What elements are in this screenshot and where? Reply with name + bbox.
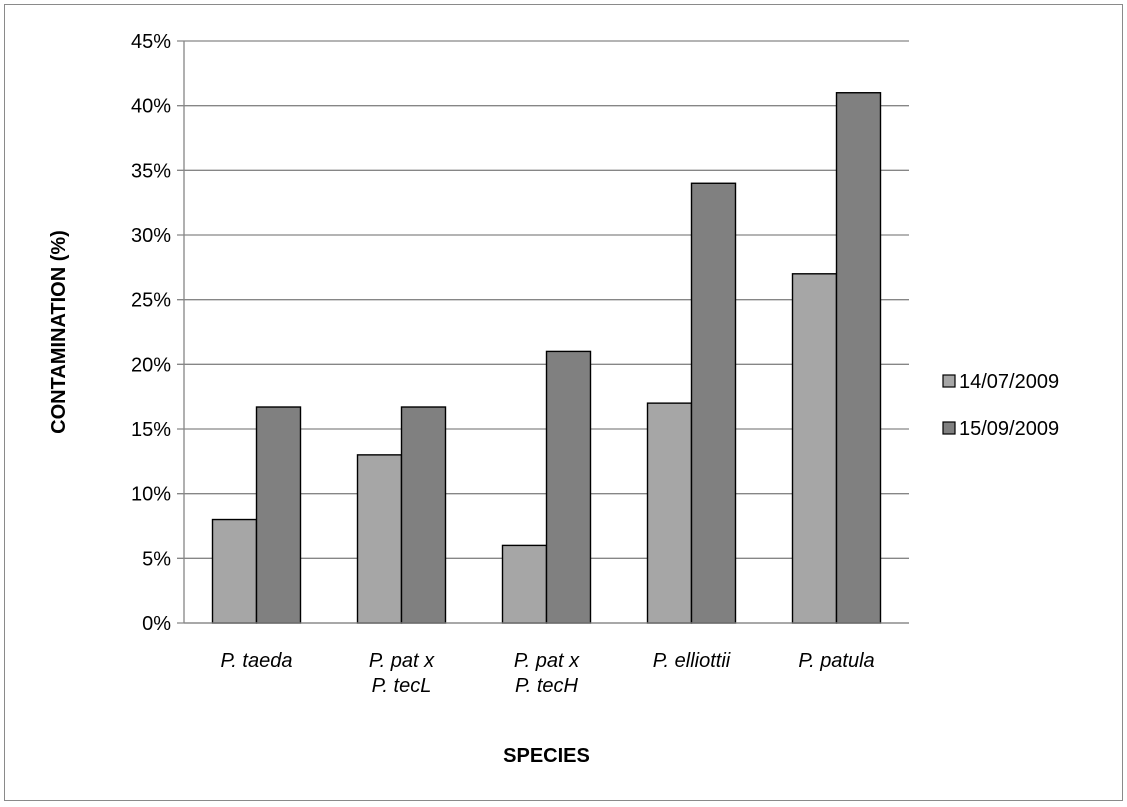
bar: [835, 92, 882, 624]
y-tick-label: 10%: [131, 484, 171, 506]
bar: [255, 406, 302, 624]
bar-chart: 0% 5% 10% 15% 20% 25% 30% 35% 40% 45% P. taeda P. p…: [48, 31, 1059, 767]
y-tick-label: 0%: [142, 613, 171, 635]
bar: [791, 273, 838, 624]
x-tick-label: P. elliottii: [653, 650, 731, 672]
bar: [400, 406, 447, 624]
y-tick-label: 40%: [131, 96, 171, 118]
bar: [501, 544, 548, 624]
bar: [545, 350, 592, 624]
x-tick-label: P. pat x P. tecL: [369, 650, 435, 697]
bars: [211, 92, 882, 624]
x-tick-label: P. patula: [798, 650, 874, 672]
y-tick-label: 20%: [131, 354, 171, 376]
legend: 14/07/2009 15/09/2009: [942, 371, 1059, 440]
bar: [356, 454, 403, 624]
chart-frame: 0% 5% 10% 15% 20% 25% 30% 35% 40% 45% P. taeda P. p…: [4, 4, 1123, 801]
bar: [690, 182, 737, 624]
legend-swatch: [942, 421, 956, 435]
bar: [211, 518, 258, 624]
y-tick-label: 35%: [131, 160, 171, 182]
y-tick-label: 5%: [142, 548, 171, 570]
x-tick-label: P. pat x P. tecH: [514, 650, 580, 697]
y-axis-title: CONTAMINATION (%): [48, 230, 70, 434]
legend-swatch: [942, 374, 956, 388]
bar: [646, 402, 693, 624]
legend-label: 14/07/2009: [959, 371, 1059, 393]
x-tick-label: P. taeda: [221, 650, 293, 672]
y-tick-label: 25%: [131, 290, 171, 312]
axes: 0% 5% 10% 15% 20% 25% 30% 35% 40% 45% P. taeda P. p…: [131, 31, 909, 697]
legend-label: 15/09/2009: [959, 418, 1059, 440]
x-axis-title: SPECIES: [503, 745, 590, 767]
y-tick-label: 45%: [131, 31, 171, 53]
y-tick-label: 15%: [131, 419, 171, 441]
y-tick-label: 30%: [131, 225, 171, 247]
